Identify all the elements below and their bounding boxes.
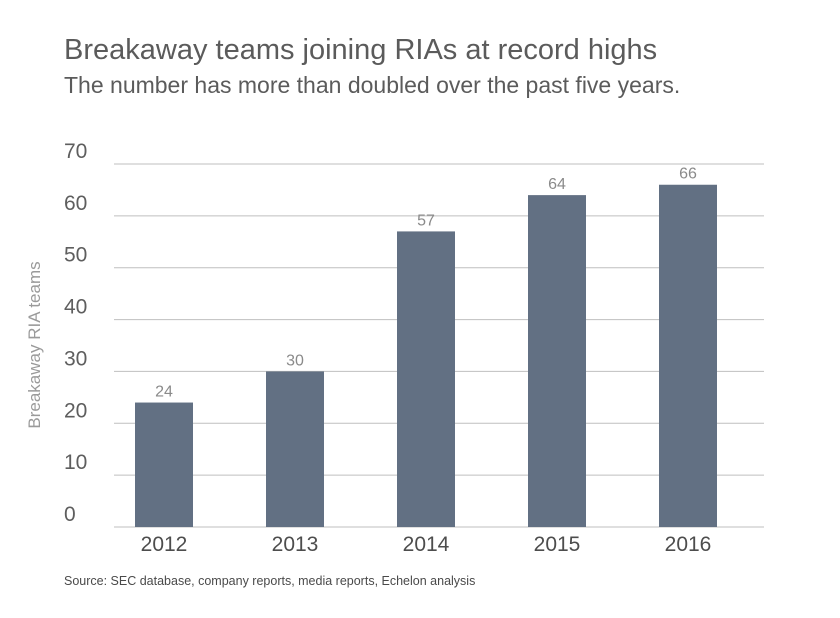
y-tick-label: 40: [64, 296, 87, 319]
x-axis-ticks: 2012 2013 2014 2015 2016: [141, 533, 712, 556]
x-tick-label: 2014: [403, 533, 450, 556]
data-label: 30: [286, 352, 304, 369]
y-tick-label: 50: [64, 244, 87, 267]
y-tick-label: 70: [64, 140, 87, 163]
bar: [528, 195, 586, 527]
x-tick-label: 2015: [534, 533, 581, 556]
data-labels: 24 30 57 64 66: [155, 166, 697, 401]
x-tick-label: 2012: [141, 533, 188, 556]
data-label: 57: [417, 212, 435, 229]
data-label: 64: [548, 176, 566, 193]
x-tick-label: 2016: [665, 533, 712, 556]
bars: [135, 184, 717, 527]
y-tick-label: 30: [64, 347, 87, 370]
chart-subtitle: The number has more than doubled over th…: [64, 72, 681, 98]
source-note: Source: SEC database, company reports, m…: [64, 574, 476, 588]
y-tick-label: 0: [64, 503, 76, 526]
chart-title: Breakaway teams joining RIAs at record h…: [64, 34, 658, 66]
data-label: 66: [679, 166, 697, 183]
y-tick-label: 60: [64, 192, 87, 215]
data-label: 24: [155, 384, 173, 401]
y-axis-ticks: 0 10 20 30 40 50 60 70: [64, 140, 87, 526]
y-tick-label: 20: [64, 399, 87, 422]
x-tick-label: 2013: [272, 533, 319, 556]
bar: [135, 402, 193, 527]
bar: [397, 231, 455, 527]
y-tick-label: 10: [64, 451, 87, 474]
y-axis-label: Breakaway RIA teams: [25, 261, 44, 428]
bar: [266, 371, 324, 527]
bar: [659, 184, 717, 527]
